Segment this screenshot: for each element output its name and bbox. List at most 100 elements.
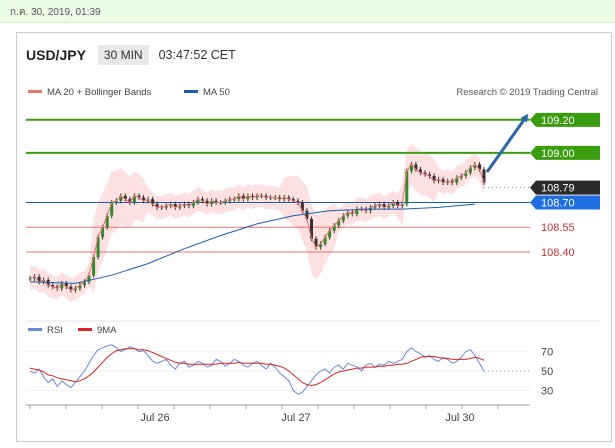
candle-body xyxy=(400,204,404,206)
candle-body xyxy=(69,286,73,290)
candle-body xyxy=(255,195,259,198)
candle-body xyxy=(396,202,400,206)
candle-body xyxy=(187,204,191,206)
candle-body xyxy=(287,197,291,200)
candle-body xyxy=(305,210,309,219)
candle-body xyxy=(446,181,450,183)
candle-body xyxy=(441,179,445,183)
candle-body xyxy=(214,200,218,203)
candle-body xyxy=(169,204,173,206)
rsi-tick-70: 70 xyxy=(541,347,553,359)
level-label-108-40: 108.40 xyxy=(541,247,575,259)
candle-body xyxy=(251,195,254,198)
candle-body xyxy=(278,197,282,200)
candle-body xyxy=(428,174,431,177)
candle-body xyxy=(355,209,359,215)
candle-body xyxy=(51,285,55,287)
level-label-109-20: 109.20 xyxy=(541,115,575,127)
candle-body xyxy=(37,276,41,282)
candle-body xyxy=(405,171,409,205)
rsi-ma-line xyxy=(29,348,485,387)
x-label-0: Jul 26 xyxy=(140,412,169,424)
candle-body xyxy=(468,167,472,173)
candle-body xyxy=(83,281,86,286)
date-time-text: ก.ค. 30, 2019, 01:39 xyxy=(10,7,101,18)
candle-body xyxy=(191,202,195,206)
candle-body xyxy=(310,219,313,239)
candle-body xyxy=(319,243,323,248)
candle-body xyxy=(409,164,413,171)
ma20-legend-label: MA 20 + Bollinger Bands xyxy=(47,87,152,98)
candle-body xyxy=(296,200,300,203)
level-labels: 109.20 109.00 108.79 108.70 108.55 108.40 xyxy=(530,112,600,259)
level-tag-108-79 xyxy=(530,180,600,195)
candle-body xyxy=(291,199,295,201)
timeframe-button[interactable]: 30 MIN xyxy=(97,45,149,65)
candle-body xyxy=(464,172,468,176)
candle-body xyxy=(373,205,377,208)
candle-body xyxy=(201,199,204,201)
candle-body xyxy=(432,176,436,181)
candle-body xyxy=(437,179,441,181)
candle-body xyxy=(137,195,141,198)
bollinger-band xyxy=(30,143,484,302)
candle-body xyxy=(387,205,391,208)
candle-body xyxy=(123,195,127,200)
clock-label: 03:47:52 CET xyxy=(158,48,236,62)
candle-body xyxy=(132,195,136,203)
candle-body xyxy=(228,199,232,201)
candle-body xyxy=(246,195,250,200)
x-label-2: Jul 30 xyxy=(445,412,474,424)
rsi-ma-legend-label: 9MA xyxy=(97,325,117,336)
candle-body xyxy=(337,220,341,226)
rsi-tick-30: 30 xyxy=(541,385,553,397)
rsi-legend-swatch xyxy=(28,328,42,331)
candle-body xyxy=(146,199,150,201)
candle-body xyxy=(164,205,168,208)
candle-body xyxy=(459,176,463,178)
candle-body xyxy=(210,200,214,205)
candle-body xyxy=(350,212,354,215)
candle-body xyxy=(478,164,481,170)
x-axis-ticks: Jul 26 Jul 27 Jul 30 xyxy=(29,405,499,424)
rsi-plot: 30 50 70 xyxy=(26,344,553,397)
level-label-108-70: 108.70 xyxy=(541,198,575,210)
candle-body xyxy=(64,283,68,287)
candle-body xyxy=(60,283,64,289)
ma50-legend-swatch xyxy=(184,90,198,93)
candle-body xyxy=(473,164,477,168)
candle-body xyxy=(332,225,336,231)
candle-body xyxy=(364,209,368,211)
candle-body xyxy=(101,227,105,238)
credit-label: Research © 2019 Trading Central xyxy=(456,87,598,98)
candle-body xyxy=(92,257,96,276)
candle-body xyxy=(264,195,268,198)
candle-body xyxy=(450,181,454,183)
candle-body xyxy=(73,288,77,291)
ma50-legend-label: MA 50 xyxy=(203,87,230,98)
candle-body xyxy=(418,169,422,173)
candle-body xyxy=(482,169,486,183)
level-label-108-79: 108.79 xyxy=(541,183,575,195)
candle-body xyxy=(241,195,245,200)
rsi-ma-legend-swatch xyxy=(78,328,92,331)
chart-header: USD/JPY 30 MIN 03:47:52 CET xyxy=(26,44,236,66)
candle-body xyxy=(110,202,114,216)
candle-body xyxy=(196,199,200,203)
candle-body xyxy=(205,200,209,205)
candle-body xyxy=(155,204,159,208)
level-tag-108-70 xyxy=(530,195,600,210)
candle-body xyxy=(42,280,46,282)
candle-body xyxy=(414,164,418,170)
rsi-line xyxy=(29,344,485,395)
candle-body xyxy=(55,286,59,289)
rsi-tick-50: 50 xyxy=(541,366,553,378)
candle-body xyxy=(391,202,395,206)
candle-body xyxy=(455,177,459,183)
candle-body xyxy=(142,197,145,201)
moving-averages xyxy=(29,163,485,291)
candle-body xyxy=(151,199,155,205)
candle-body xyxy=(341,215,345,221)
candle-body xyxy=(78,285,82,289)
